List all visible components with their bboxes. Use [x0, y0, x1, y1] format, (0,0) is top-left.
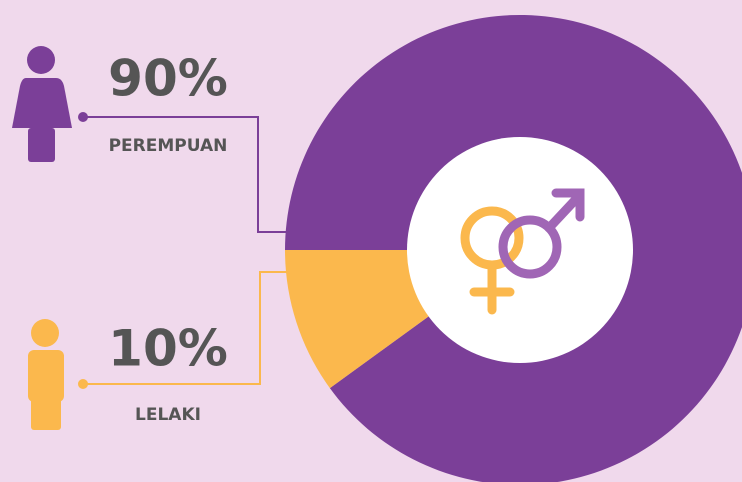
- value-label: 10%: [108, 320, 228, 378]
- connectors: [83, 116, 292, 385]
- value-label: 90%: [108, 50, 228, 108]
- dot: [78, 112, 88, 122]
- dot: [78, 379, 88, 389]
- category-label: LELAKI: [135, 405, 201, 425]
- category-label: PEREMPUAN: [109, 136, 228, 156]
- male-icon: [28, 319, 64, 430]
- gender-icon: [460, 188, 585, 315]
- female-icon: [12, 46, 72, 162]
